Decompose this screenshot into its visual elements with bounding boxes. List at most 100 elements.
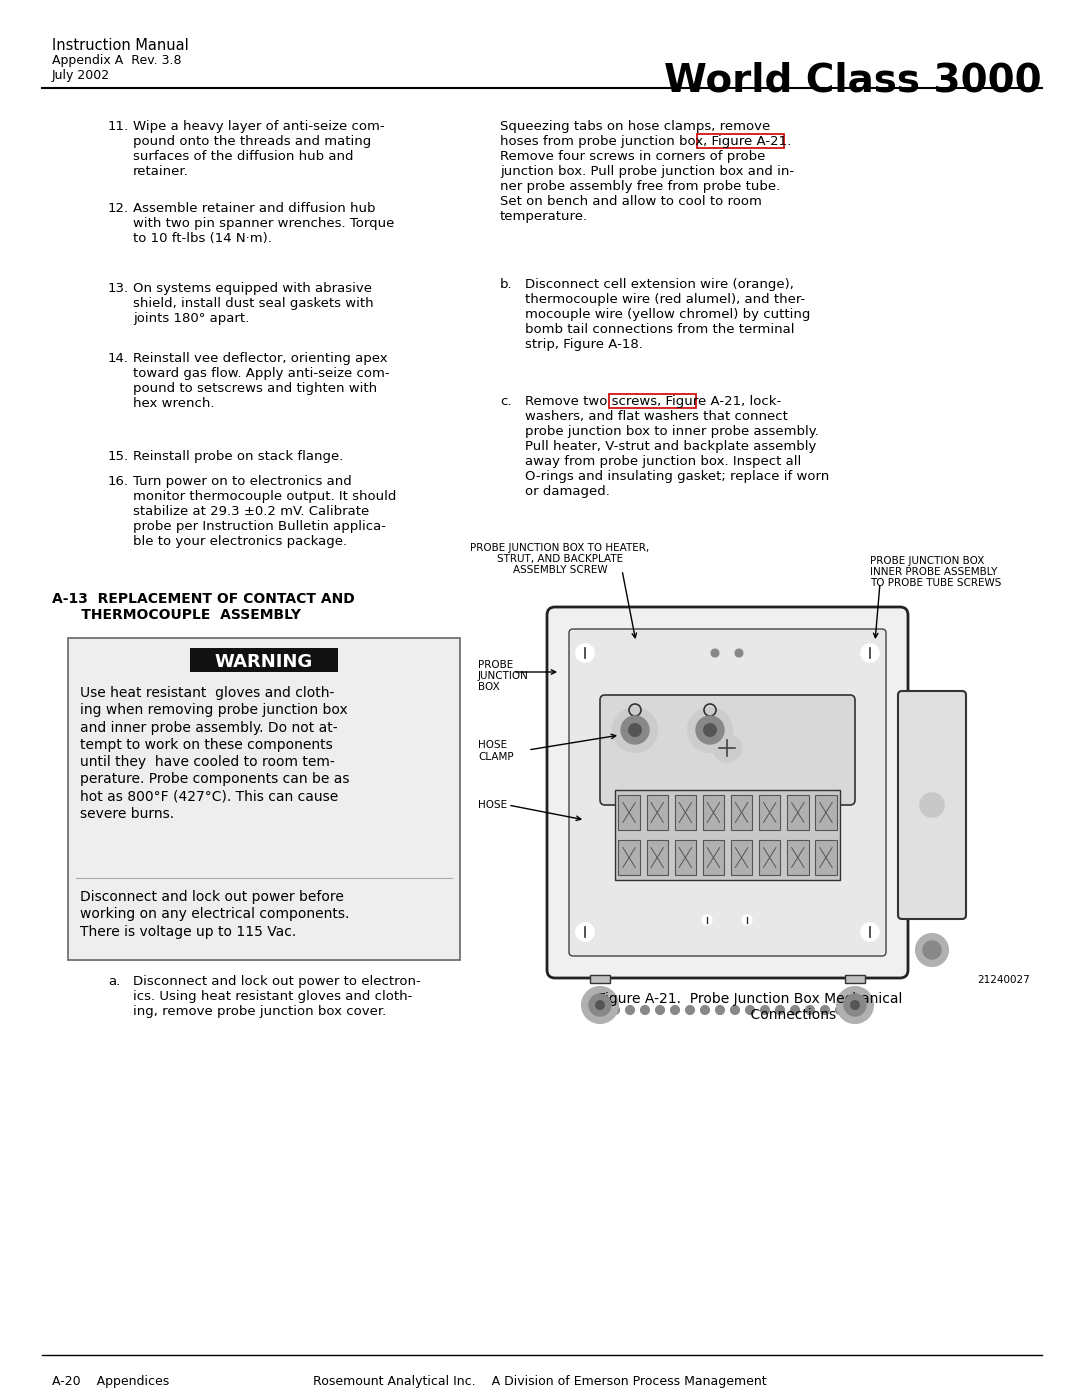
Text: PROBE: PROBE <box>478 659 513 671</box>
Circle shape <box>613 708 657 752</box>
Circle shape <box>625 1006 635 1014</box>
Circle shape <box>696 717 724 745</box>
Circle shape <box>711 650 719 657</box>
Circle shape <box>686 1006 694 1014</box>
Text: BOX: BOX <box>478 682 500 692</box>
Text: 14.: 14. <box>108 352 129 365</box>
Bar <box>759 795 781 830</box>
Text: PROBE JUNCTION BOX TO HEATER,: PROBE JUNCTION BOX TO HEATER, <box>471 543 650 553</box>
Bar <box>787 841 809 875</box>
Bar <box>759 841 781 875</box>
Text: On systems equipped with abrasive
shield, install dust seal gaskets with
joints : On systems equipped with abrasive shield… <box>133 282 374 326</box>
Text: Reinstall vee deflector, orienting apex
toward gas flow. Apply anti-seize com-
p: Reinstall vee deflector, orienting apex … <box>133 352 390 409</box>
Circle shape <box>861 923 879 942</box>
Circle shape <box>916 935 948 965</box>
FancyBboxPatch shape <box>600 694 855 805</box>
Text: TO PROBE TUBE SCREWS: TO PROBE TUBE SCREWS <box>870 578 1001 588</box>
Bar <box>697 134 784 148</box>
Bar <box>647 795 667 830</box>
Circle shape <box>745 1006 755 1014</box>
Bar <box>703 795 724 830</box>
Text: INNER PROBE ASSEMBLY: INNER PROBE ASSEMBLY <box>870 567 997 577</box>
Text: Wipe a heavy layer of anti-seize com-
pound onto the threads and mating
surfaces: Wipe a heavy layer of anti-seize com- po… <box>133 120 384 177</box>
Text: JUNCTION: JUNCTION <box>478 671 529 680</box>
Bar <box>675 795 696 830</box>
Text: 15.: 15. <box>108 450 130 462</box>
Circle shape <box>920 793 944 817</box>
Text: 13.: 13. <box>108 282 130 295</box>
Bar <box>815 795 837 830</box>
Circle shape <box>627 724 642 738</box>
Circle shape <box>703 724 717 738</box>
Bar <box>815 841 837 875</box>
Text: ASSEMBLY SCREW: ASSEMBLY SCREW <box>513 564 607 576</box>
Bar <box>590 975 610 983</box>
Text: Reinstall probe on stack flange.: Reinstall probe on stack flange. <box>133 450 343 462</box>
Circle shape <box>656 1006 664 1014</box>
Bar <box>68 638 460 960</box>
Bar <box>845 975 865 983</box>
Bar <box>609 394 696 408</box>
Text: 11.: 11. <box>108 120 130 133</box>
Circle shape <box>688 708 732 752</box>
Text: A-13  REPLACEMENT OF CONTACT AND: A-13 REPLACEMENT OF CONTACT AND <box>52 592 354 606</box>
Bar <box>731 795 753 830</box>
Bar <box>619 841 639 875</box>
Circle shape <box>821 1006 829 1014</box>
Circle shape <box>775 1006 784 1014</box>
FancyBboxPatch shape <box>569 629 886 956</box>
Text: Instruction Manual: Instruction Manual <box>52 38 189 53</box>
Text: A-20    Appendices: A-20 Appendices <box>52 1375 170 1389</box>
Text: 12.: 12. <box>108 203 130 215</box>
Circle shape <box>730 1006 740 1014</box>
Circle shape <box>640 1006 649 1014</box>
Text: a.: a. <box>108 975 120 988</box>
Circle shape <box>701 1006 710 1014</box>
Circle shape <box>735 650 743 657</box>
Text: Squeezing tabs on hose clamps, remove
hoses from probe junction box, Figure A-21: Squeezing tabs on hose clamps, remove ho… <box>500 120 794 224</box>
Circle shape <box>582 988 618 1023</box>
Circle shape <box>595 1006 605 1014</box>
Circle shape <box>671 1006 679 1014</box>
Text: 21240027: 21240027 <box>977 975 1030 985</box>
Circle shape <box>576 923 594 942</box>
Text: THERMOCOUPLE  ASSEMBLY: THERMOCOUPLE ASSEMBLY <box>52 608 301 622</box>
Circle shape <box>851 1006 860 1014</box>
Text: Disconnect cell extension wire (orange),
thermocouple wire (red alumel), and the: Disconnect cell extension wire (orange),… <box>525 278 810 351</box>
Text: HOSE: HOSE <box>478 800 508 810</box>
Text: Use heat resistant  gloves and cloth-
ing when removing probe junction box
and i: Use heat resistant gloves and cloth- ing… <box>80 686 350 821</box>
Circle shape <box>861 644 879 662</box>
Circle shape <box>760 1006 769 1014</box>
Text: Appendix A  Rev. 3.8: Appendix A Rev. 3.8 <box>52 54 181 67</box>
Text: July 2002: July 2002 <box>52 68 110 82</box>
Bar <box>675 841 696 875</box>
Circle shape <box>702 915 712 925</box>
Text: World Class 3000: World Class 3000 <box>664 61 1042 101</box>
Bar <box>647 841 667 875</box>
Bar <box>787 795 809 830</box>
Text: Figure A-21.  Probe Junction Box Mechanical
                    Connections: Figure A-21. Probe Junction Box Mechanic… <box>598 992 902 1023</box>
Text: WARNING: WARNING <box>215 652 313 671</box>
Bar <box>615 789 840 880</box>
Bar <box>190 648 338 672</box>
Circle shape <box>610 1006 620 1014</box>
Bar <box>731 841 753 875</box>
Text: STRUT, AND BACKPLATE: STRUT, AND BACKPLATE <box>497 555 623 564</box>
Bar <box>619 795 639 830</box>
Text: Disconnect and lock out power before
working on any electrical components.
There: Disconnect and lock out power before wor… <box>80 890 349 939</box>
Text: HOSE
CLAMP: HOSE CLAMP <box>478 740 514 761</box>
Circle shape <box>843 995 866 1016</box>
Circle shape <box>836 1006 845 1014</box>
Text: Remove two screws, Figure A-21, lock-
washers, and flat washers that connect
pro: Remove two screws, Figure A-21, lock- wa… <box>525 395 829 497</box>
Circle shape <box>589 995 611 1016</box>
Circle shape <box>837 988 873 1023</box>
Text: Disconnect and lock out power to electron-
ics. Using heat resistant gloves and : Disconnect and lock out power to electro… <box>133 975 421 1018</box>
Circle shape <box>850 1000 860 1010</box>
Circle shape <box>621 717 649 745</box>
FancyBboxPatch shape <box>897 692 966 919</box>
Circle shape <box>923 942 941 958</box>
Circle shape <box>595 1000 605 1010</box>
Text: Turn power on to electronics and
monitor thermocouple output. It should
stabiliz: Turn power on to electronics and monitor… <box>133 475 396 548</box>
Circle shape <box>713 733 741 761</box>
Circle shape <box>742 915 752 925</box>
